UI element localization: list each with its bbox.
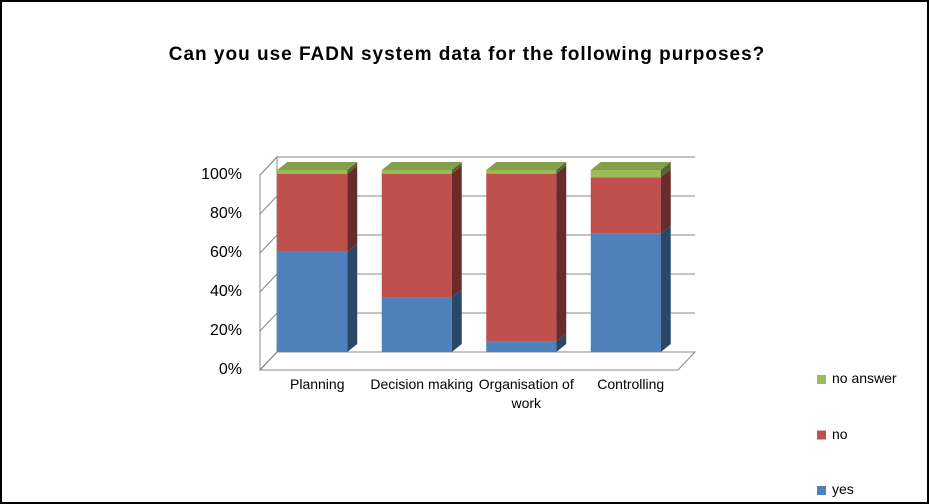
grid-line — [259, 351, 278, 371]
chart-title: Can you use FADN system data for the fol… — [168, 44, 766, 65]
bar-segment — [277, 173, 348, 252]
grid-line — [259, 312, 278, 332]
y-tick-label: 0% — [219, 361, 242, 378]
y-tick-label: 80% — [210, 205, 242, 222]
x-tick-label: Decision making — [370, 376, 474, 392]
grid-line — [259, 156, 278, 176]
floor — [258, 351, 697, 371]
bar-segment — [486, 173, 557, 342]
bar-side — [347, 243, 358, 352]
bar-segment — [381, 170, 452, 174]
bar-side — [556, 162, 567, 174]
bar-segment — [590, 170, 661, 178]
bar-side — [451, 162, 462, 174]
y-tick-label: 40% — [210, 283, 242, 300]
bar-top — [590, 162, 671, 170]
bar-segment — [277, 251, 348, 352]
legend-swatch — [817, 486, 826, 495]
bar-side — [660, 162, 671, 178]
bar-segment — [381, 173, 452, 298]
bar-side — [347, 165, 358, 252]
bar-top — [486, 162, 567, 170]
bar-side — [451, 289, 462, 352]
side-wall — [259, 155, 278, 372]
legend-swatch — [817, 430, 826, 440]
bar-side — [347, 162, 358, 174]
bar-segment — [277, 170, 348, 174]
legend-swatch — [817, 375, 826, 384]
grid-line — [259, 273, 278, 293]
x-tick-label: Controlling — [597, 376, 665, 392]
y-tick-label: 100% — [201, 166, 242, 183]
bar-side — [556, 165, 567, 342]
y-tick-label: 60% — [210, 244, 242, 261]
y-tick-label: 20% — [210, 322, 242, 339]
bar-segment — [486, 341, 557, 352]
legend-label: no answer — [832, 370, 897, 386]
bar-segment — [381, 297, 452, 352]
bar-top — [381, 162, 462, 170]
bar-segment — [590, 177, 661, 234]
bar-side — [451, 165, 462, 298]
bar-side — [556, 333, 567, 352]
legend-label: no — [832, 425, 848, 442]
bar-side — [660, 169, 671, 234]
legend-label: yes — [832, 481, 854, 497]
grid-line — [259, 195, 278, 215]
bar-segment — [590, 233, 661, 352]
bar-segment — [486, 170, 557, 174]
grid-line — [259, 234, 278, 254]
x-tick-label: Planning — [290, 376, 345, 392]
bar-side — [660, 225, 671, 352]
x-tick-label: Organisation of work — [478, 376, 574, 411]
bar-top — [277, 162, 358, 170]
